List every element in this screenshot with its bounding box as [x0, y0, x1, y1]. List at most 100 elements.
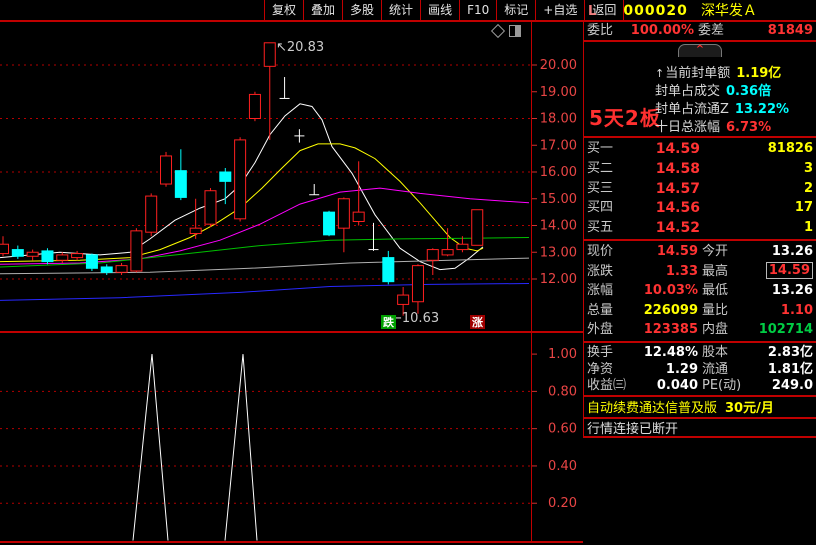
vol-ratio-value: 1.10: [780, 302, 813, 318]
seal-label: 封单占成交: [655, 84, 721, 99]
bid-price: 14.52: [655, 220, 700, 237]
inner-vol-value: 102714: [758, 322, 813, 338]
candle-up: [248, 93, 261, 120]
price-annotation: ↖20.83: [276, 40, 324, 55]
indicator-axis-label: 1.00: [548, 347, 577, 362]
volume-label: 总量: [587, 302, 614, 318]
candle-up: [426, 249, 439, 261]
net-asset-value: 1.29: [665, 361, 698, 377]
capital-value: 2.83亿: [767, 345, 813, 360]
indicator-spike: [224, 354, 258, 541]
indicator-axis-label: 0.40: [548, 459, 577, 474]
bid-price: 14.57: [655, 180, 700, 197]
renewal-notice[interactable]: 自动续费通达信普及版 30元/月: [584, 397, 816, 419]
draw-line-button[interactable]: 画线: [420, 0, 459, 20]
volume-value: 226099: [643, 302, 698, 318]
price-axis-label: 13.00: [540, 245, 577, 260]
candle-down: [85, 254, 98, 269]
bid-label: 买三: [587, 180, 614, 196]
candle-up: [352, 211, 365, 222]
ma-line-ma5: [0, 103, 484, 271]
price-axis-label: 14.00: [540, 219, 577, 234]
candle-down: [323, 211, 336, 236]
quote-row: 总量 226099 量比 1.10: [584, 301, 816, 321]
candle-up: [71, 253, 84, 259]
stock-flag: L: [588, 4, 597, 19]
seal-value: 13.22%: [734, 102, 790, 117]
weicha-label: 委差: [698, 23, 725, 38]
inner-vol-label: 内盘: [702, 322, 729, 338]
bid-label: 买一: [587, 141, 614, 156]
seal-label: 封单占流通Z: [655, 102, 729, 117]
fin-row: 换手 12.48% 股本 2.83亿: [584, 344, 816, 361]
bid-label: 买五: [587, 220, 614, 236]
status-text: 行情连接已断开: [587, 422, 679, 437]
eps-value: 0.040: [656, 378, 698, 394]
quote-row: 涨跌 1.33 最高 14.59: [584, 261, 816, 282]
board-tag: 5天2板: [589, 106, 661, 130]
candle-down: [219, 171, 232, 182]
candle-down: [174, 170, 187, 198]
seal-value: 0.36倍: [726, 84, 772, 99]
float-value: 1.81亿: [767, 361, 813, 377]
bid-price: 14.59: [655, 141, 700, 157]
bid-row-4: 买四 14.56 17: [584, 198, 816, 218]
price-axis-label: 15.00: [540, 192, 577, 207]
mark-button[interactable]: 标记: [496, 0, 535, 20]
candle-up: [263, 42, 276, 67]
capital-label: 股本: [702, 345, 729, 360]
change-label: 涨跌: [587, 263, 614, 279]
diamond-icon[interactable]: [490, 23, 506, 39]
stock-title: L 000020 深华发Ａ: [588, 0, 757, 20]
indicator-axis-label: 0.20: [548, 496, 577, 511]
weicha-value: 81849: [767, 23, 813, 38]
indicator-axis-label: 0.60: [548, 422, 577, 437]
change-value: 1.33: [665, 263, 698, 279]
renewal-text: 自动续费通达信普及版: [587, 401, 718, 416]
candle-up: [397, 294, 410, 305]
bid-row-1: 买一 14.59 81826: [584, 139, 816, 159]
overlay-button[interactable]: 叠加: [303, 0, 342, 20]
candle-down: [100, 266, 113, 273]
seal-row: 封单占成交 0.36倍: [655, 83, 789, 101]
fundamental-section: 换手 12.48% 股本 2.83亿 净资 1.29 流通 1.81亿 收益㈢ …: [584, 343, 816, 397]
candle-up: [234, 139, 247, 220]
add-watchlist-button[interactable]: +自选: [535, 0, 584, 20]
signal-badge: [381, 315, 396, 329]
candle-up: [0, 243, 9, 255]
kline-chart[interactable]: 20.00 19.00 18.00 17.00 16.00 15.00 14.00 13.00…: [0, 22, 583, 545]
candle-up: [204, 190, 217, 225]
quote-row: 现价 14.59 今开 13.26: [584, 242, 816, 262]
statistics-button[interactable]: 统计: [381, 0, 420, 20]
seal-row: 封单占流通Z 13.22%: [655, 101, 789, 119]
quote-row: 外盘 123385 内盘 102714: [584, 320, 816, 340]
candle-up: [145, 195, 158, 233]
restore-rights-button[interactable]: 复权: [264, 0, 303, 20]
pe-label: PE(动): [702, 378, 742, 394]
candle-up: [130, 230, 143, 272]
candle-up: [471, 209, 484, 246]
price-annotation: ←10.63: [391, 311, 439, 326]
price-axis-label: 17.00: [540, 138, 577, 153]
price-axis-label: 19.00: [540, 85, 577, 100]
multi-stock-button[interactable]: 多股: [342, 0, 381, 20]
candle-up: [337, 198, 350, 229]
stock-code: 000020: [623, 3, 688, 19]
f10-button[interactable]: F10: [459, 0, 496, 20]
candle-up: [160, 155, 173, 185]
bid-label: 买二: [587, 160, 614, 176]
split-square-icon[interactable]: [509, 25, 521, 37]
quote-section: 现价 14.59 今开 13.26 涨跌 1.33 最高 14.59 涨幅 10…: [584, 241, 816, 343]
signal-badge: [470, 315, 485, 329]
candle-down: [11, 249, 24, 257]
back-button[interactable]: 返回: [584, 0, 625, 20]
stock-name: 深华发Ａ: [700, 3, 757, 19]
pe-value: 249.0: [771, 378, 813, 394]
open-label: 今开: [702, 244, 729, 259]
vol-ratio-label: 量比: [702, 302, 729, 318]
seal-rows: ↑当前封单额 1.19亿 封单占成交 0.36倍 封单占流通Z 13.22% 十日总涨…: [655, 65, 789, 137]
collapse-tab[interactable]: ^: [678, 44, 722, 57]
bid-section: 买一 14.59 81826 买二 14.58 3 买三 14.57 2 买四 …: [584, 138, 816, 241]
quote-row: 涨幅 10.03% 最低 13.26: [584, 281, 816, 301]
seal-value: 1.19亿: [736, 66, 782, 81]
